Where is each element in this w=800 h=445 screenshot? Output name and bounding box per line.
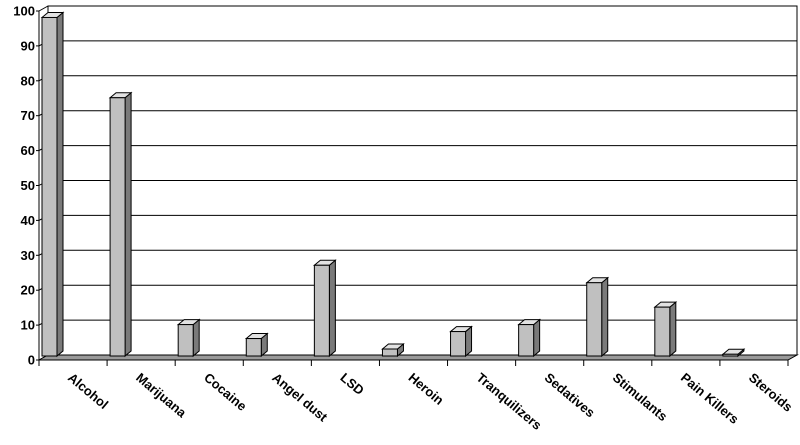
- y-tick-label: 60: [21, 143, 35, 158]
- x-category-label: Angel dust: [269, 370, 331, 425]
- gridline-depth: [38, 5, 49, 12]
- y-tick-label: 40: [21, 213, 35, 228]
- bar-angel-dust: [244, 332, 269, 358]
- y-tick-label: 10: [21, 318, 35, 333]
- bar-side: [601, 276, 609, 358]
- bar-steroids: [721, 348, 746, 358]
- y-tick-label: 30: [21, 248, 35, 263]
- bars: [40, 11, 746, 358]
- x-category-label: Sedatives: [542, 370, 598, 421]
- y-tick-label: 0: [28, 353, 35, 368]
- bar-sedatives: [517, 318, 542, 358]
- x-category-label: Steroids: [746, 370, 795, 415]
- floor: [37, 354, 799, 361]
- bar-front: [450, 331, 467, 357]
- x-category-label: Cocaine: [201, 370, 249, 414]
- bar-front: [722, 353, 739, 357]
- y-tick-label: 50: [21, 178, 35, 193]
- bar-front: [586, 282, 603, 357]
- bar-heroin: [381, 342, 405, 358]
- bar-front: [313, 264, 330, 357]
- x-category-label: Marijuana: [133, 370, 190, 421]
- y-tick-label: 70: [21, 108, 35, 123]
- bar-front: [245, 338, 262, 357]
- bar-front: [177, 324, 194, 357]
- bar-lsd: [312, 259, 337, 358]
- bar-side: [124, 91, 132, 358]
- y-tick-labels: 0 10 20 30 40 50 60 70 80 90 100: [13, 4, 35, 368]
- x-category-label: Stimulants: [610, 370, 671, 424]
- x-category-labels: Alcohol Marijuana Cocaine Angel dust LSD Hero…: [65, 370, 795, 433]
- bar-marijuana: [108, 91, 133, 358]
- x-category-label: Pain Killers: [678, 370, 742, 427]
- bar-side: [192, 318, 200, 358]
- bar-pain-killers: [653, 301, 678, 358]
- bar-front: [41, 16, 58, 357]
- bar-front: [518, 324, 535, 357]
- y-tick-label: 80: [21, 73, 35, 88]
- x-category-label: Heroin: [406, 370, 447, 408]
- bar-side: [533, 318, 541, 358]
- bar-cocaine: [176, 318, 201, 358]
- bar-side: [669, 301, 677, 358]
- y-tick-label: 100: [13, 4, 35, 19]
- bar-side: [56, 11, 64, 358]
- bar-front: [654, 306, 671, 357]
- bar-front: [109, 97, 126, 357]
- bar-stimulants: [585, 276, 610, 358]
- bar-side: [328, 259, 336, 358]
- bar-alcohol: [40, 11, 65, 358]
- x-category-label: Tranquilizers: [474, 370, 545, 433]
- bar-front: [381, 348, 398, 357]
- x-category-label: LSD: [337, 370, 367, 398]
- bar-tranquilizers: [449, 325, 473, 358]
- plot-floor: [37, 354, 799, 361]
- y-tick-label: 20: [21, 283, 35, 298]
- x-category-label: Alcohol: [65, 370, 111, 412]
- axes: [36, 10, 789, 366]
- y-tick-label: 90: [21, 38, 35, 53]
